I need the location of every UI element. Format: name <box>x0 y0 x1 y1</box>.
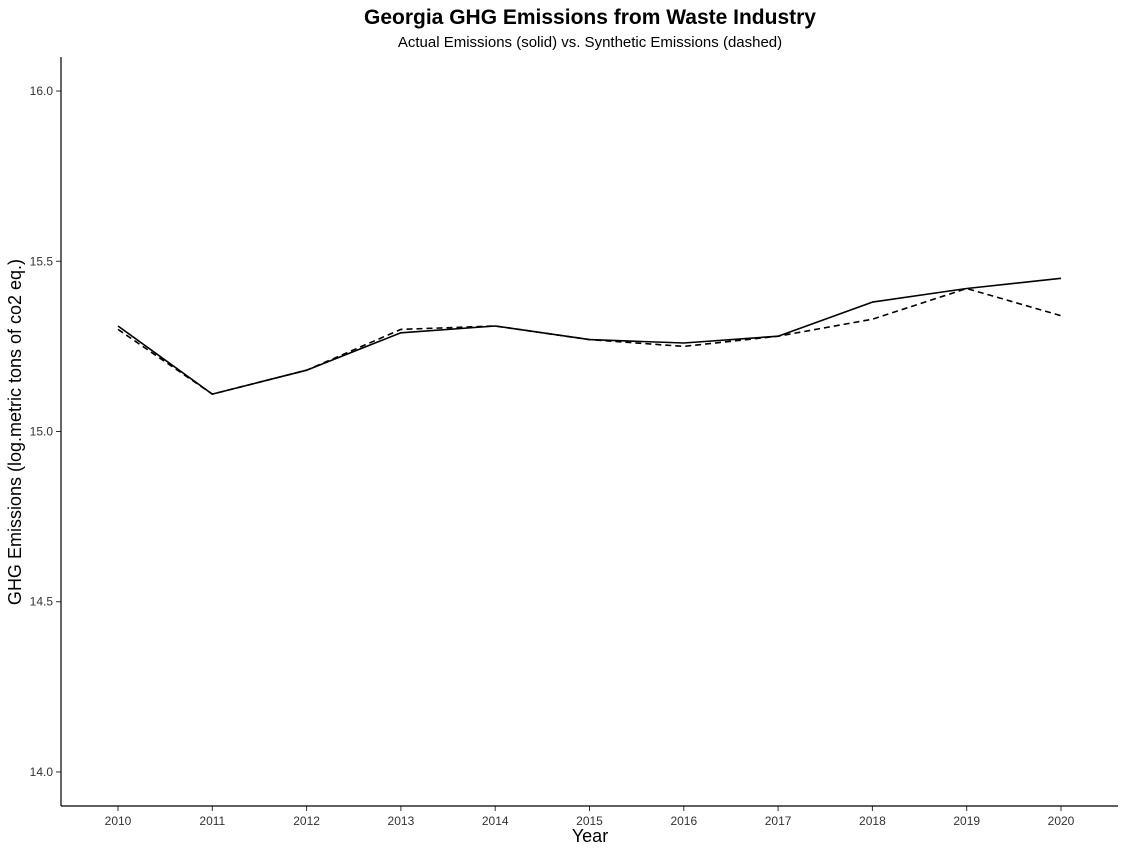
x-tick-label: 2020 <box>1048 814 1075 828</box>
chart-subtitle: Actual Emissions (solid) vs. Synthetic E… <box>398 34 782 51</box>
y-tick-label: 14.5 <box>30 595 54 609</box>
actual-emissions-line <box>117 277 1062 395</box>
x-tick-label: 2016 <box>670 814 697 828</box>
x-tick-label: 2013 <box>388 814 415 828</box>
x-tick-label: 2017 <box>765 814 792 828</box>
x-tick-label: 2011 <box>199 814 225 828</box>
y-tick-label: 15.0 <box>30 425 54 439</box>
x-tick-label: 2010 <box>105 814 132 828</box>
x-tick-label: 2014 <box>482 814 509 828</box>
series-layer <box>117 277 1062 395</box>
y-axis-ticks: 14.0 14.5 15.0 15.5 16.0 <box>30 84 61 779</box>
x-axis-ticks: 2010 2011 2012 2013 2014 2015 2016 2017 2018 2019… <box>105 806 1075 828</box>
y-axis-title: GHG Emissions (log.metric tons of co2 eq… <box>5 259 25 605</box>
x-tick-label: 2015 <box>576 814 603 828</box>
chart-title: Georgia GHG Emissions from Waste Industr… <box>364 6 816 29</box>
x-axis-title: Year <box>572 826 608 846</box>
x-tick-label: 2018 <box>859 814 886 828</box>
y-tick-label: 15.5 <box>30 254 54 268</box>
y-tick-label: 16.0 <box>30 84 54 98</box>
x-tick-label: 2019 <box>953 814 980 828</box>
synthetic-emissions-line <box>117 287 1062 395</box>
x-tick-label: 2012 <box>293 814 320 828</box>
y-tick-label: 14.0 <box>30 765 54 779</box>
